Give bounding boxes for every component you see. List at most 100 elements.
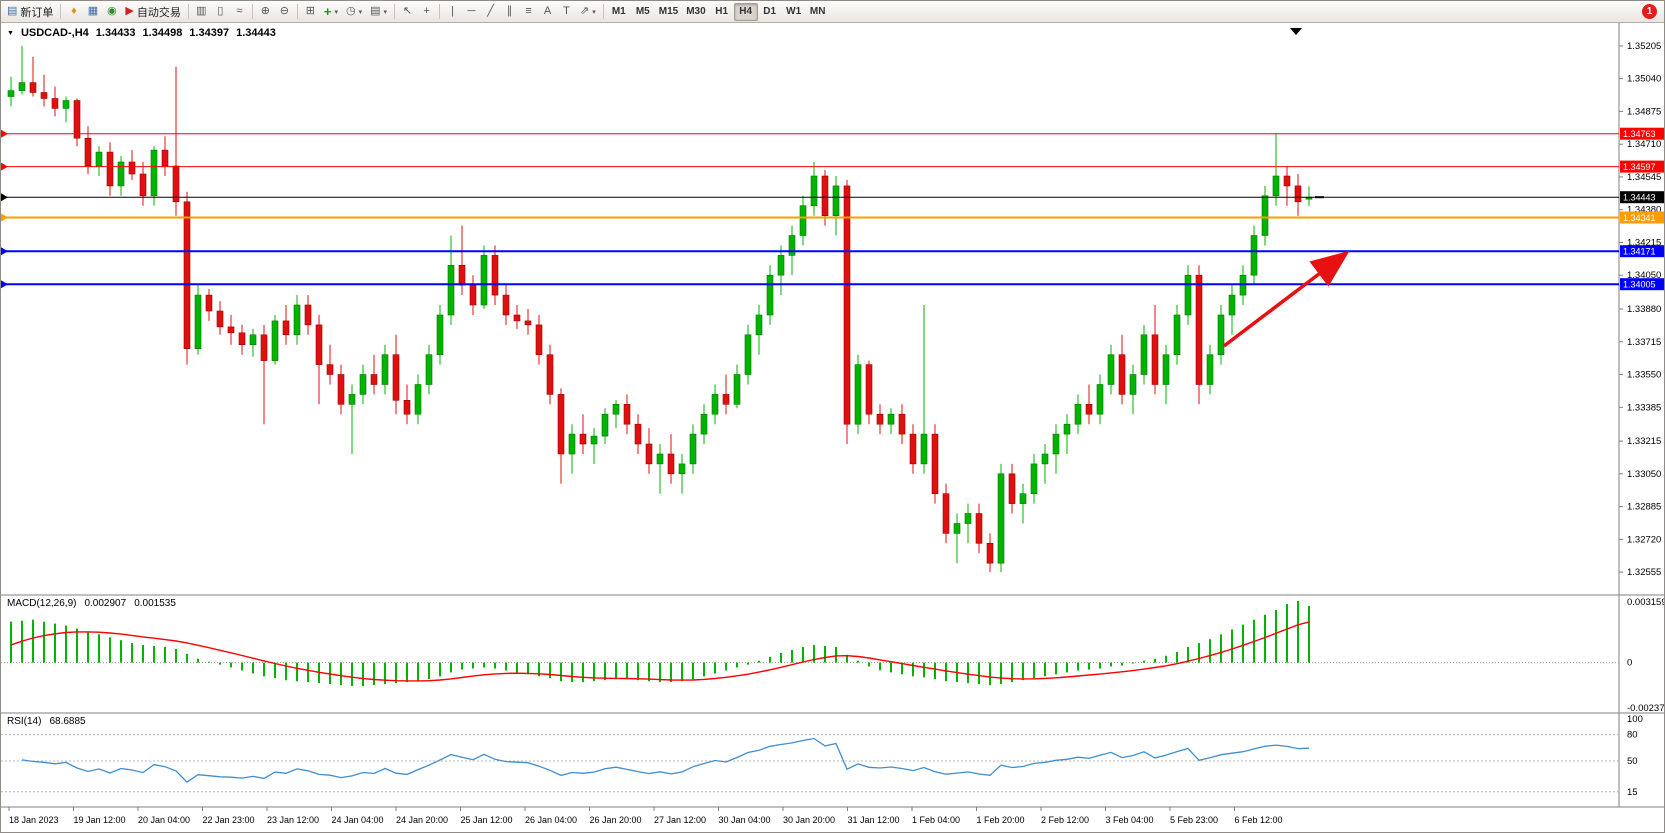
tile-windows-button[interactable]: ⊞ <box>301 2 320 21</box>
trend-arrow[interactable] <box>1222 250 1350 348</box>
svg-text:1.35040: 1.35040 <box>1627 74 1661 85</box>
time-axis[interactable]: 18 Jan 2023 19 Jan 12:00 20 Jan 04:00 22 Ja… <box>1 808 1619 832</box>
zoom-in-icon: ⊕ <box>260 5 270 17</box>
channel-button[interactable]: ∥ <box>500 2 519 21</box>
timeframe-mn-button[interactable]: MN <box>806 3 830 21</box>
time-label: 18 Jan 2023 <box>9 815 59 825</box>
macd-label: MACD(12,26,9) 0.002907 0.001535 <box>7 598 176 609</box>
time-label: 26 Jan 04:00 <box>525 815 578 825</box>
template-icon: ▤ <box>370 5 381 17</box>
price-tag <box>1620 191 1664 204</box>
timeframe-m5-button[interactable]: M5 <box>631 3 655 21</box>
cursor-button[interactable]: ↖ <box>398 2 417 21</box>
chart-shift-marker[interactable] <box>1290 28 1302 35</box>
templates-button[interactable]: ▤ ▾ <box>366 2 391 21</box>
rsi-label: RSI(14) 68.6885 <box>7 716 86 727</box>
svg-text:-0.002377: -0.002377 <box>1627 703 1665 714</box>
bar-chart-icon: ▥ <box>196 5 207 17</box>
svg-text:1.34005: 1.34005 <box>1623 280 1656 290</box>
horn-icon: ♦ <box>71 5 77 17</box>
svg-text:1.33715: 1.33715 <box>1627 337 1661 348</box>
time-label: 19 Jan 12:00 <box>73 815 126 825</box>
zoom-out-button[interactable]: ⊖ <box>275 2 294 21</box>
candlestick-icon: ▯ <box>217 5 224 17</box>
zoom-out-icon: ⊖ <box>279 5 289 17</box>
new-order-icon: ▤ <box>7 5 18 17</box>
label-tool-button[interactable]: T <box>557 2 576 21</box>
periods-button[interactable]: ◷ ▾ <box>342 2 366 21</box>
signals-button[interactable]: ◉ <box>102 2 121 21</box>
ohlc-close: 1.34443 <box>236 27 276 39</box>
candlestick-button[interactable]: ▯ <box>211 2 230 21</box>
toolbar-separator <box>439 4 441 19</box>
autotrading-button[interactable]: ▶ 自动交易 <box>121 2 184 21</box>
price-tag <box>1620 127 1664 140</box>
svg-text:1.33215: 1.33215 <box>1627 436 1661 447</box>
svg-text:100: 100 <box>1627 714 1643 725</box>
indicators-button[interactable]: + ▾ <box>320 2 342 21</box>
svg-text:1.34545: 1.34545 <box>1627 172 1661 183</box>
timeframe-w1-button[interactable]: W1 <box>782 3 806 21</box>
macd-signal-line <box>10 621 1310 682</box>
zoom-in-button[interactable]: ⊕ <box>256 2 275 21</box>
rsi-value: 68.6885 <box>49 716 86 727</box>
chevron-down-icon: ▾ <box>592 8 596 16</box>
notification-badge[interactable]: 1 <box>1642 4 1657 19</box>
macd-signal-value: 0.001535 <box>134 598 176 609</box>
vertical-line-button[interactable]: | <box>443 2 462 21</box>
svg-text:50: 50 <box>1627 756 1638 767</box>
fibonacci-button[interactable]: ≡ <box>519 2 538 21</box>
tile-windows-icon: ⊞ <box>305 5 315 17</box>
chart-title: ▼ USDCAD-,H4 1.34433 1.34498 1.34397 1.3… <box>7 27 276 39</box>
svg-text:1.34380: 1.34380 <box>1627 205 1661 216</box>
timeframe-h4-button[interactable]: H4 <box>733 2 758 21</box>
fibonacci-icon: ≡ <box>525 5 532 17</box>
timeframe-m30-button[interactable]: M30 <box>682 3 709 21</box>
timeframe-m15-button[interactable]: M15 <box>655 3 682 21</box>
svg-text:15: 15 <box>1627 787 1638 798</box>
time-label: 22 Jan 23:00 <box>202 815 255 825</box>
line-chart-button[interactable]: ≈ <box>230 2 249 21</box>
new-order-button[interactable]: ▤ 新订单 <box>3 2 57 21</box>
cursor-icon: ↖ <box>402 5 413 17</box>
alerts-button[interactable]: ♦ <box>64 2 83 21</box>
time-label: 5 Feb 23:00 <box>1170 815 1219 825</box>
time-label: 1 Feb 04:00 <box>912 815 961 825</box>
svg-text:1.34341: 1.34341 <box>1623 213 1656 223</box>
svg-text:0.003159: 0.003159 <box>1627 597 1665 608</box>
indicators-plus-icon: + <box>323 4 332 19</box>
text-tool-icon: A <box>543 5 552 17</box>
market-watch-button[interactable]: ▦ <box>83 2 102 21</box>
ohlc-low: 1.34397 <box>189 27 230 39</box>
bar-chart-button[interactable]: ▥ <box>192 2 211 21</box>
panel-separators[interactable] <box>1 23 1665 808</box>
time-label: 30 Jan 20:00 <box>783 815 836 825</box>
svg-text:1.33385: 1.33385 <box>1627 402 1661 413</box>
text-tool-button[interactable]: A <box>538 2 557 21</box>
svg-text:1.33550: 1.33550 <box>1627 370 1661 381</box>
svg-text:1.34597: 1.34597 <box>1623 162 1656 172</box>
arrow-shape-icon: ⇗ <box>580 5 590 17</box>
crosshair-button[interactable]: + <box>417 2 436 21</box>
clock-icon: ◷ <box>345 5 356 17</box>
svg-text:1.34215: 1.34215 <box>1627 238 1661 249</box>
svg-text:1.34710: 1.34710 <box>1627 139 1661 150</box>
shapes-button[interactable]: ⇗ ▾ <box>576 2 600 21</box>
autotrading-icon: ▶ <box>125 5 134 17</box>
time-label: 25 Jan 12:00 <box>460 815 513 825</box>
one-click-trading-toggle[interactable]: ▼ <box>7 29 14 37</box>
svg-text:1.34443: 1.34443 <box>1623 193 1656 203</box>
trendline-button[interactable]: ╱ <box>481 2 500 21</box>
timeframe-m1-button[interactable]: M1 <box>607 3 631 21</box>
horizontal-line-button[interactable]: ─ <box>462 2 481 21</box>
time-label: 20 Jan 04:00 <box>138 815 191 825</box>
toolbar-separator <box>296 4 298 19</box>
timeframe-h1-button[interactable]: H1 <box>710 3 734 21</box>
price-tag <box>1620 245 1664 258</box>
line-left-marker <box>1 193 8 202</box>
channel-icon: ∥ <box>506 5 513 17</box>
market-watch-icon: ▦ <box>87 5 99 17</box>
price-axis[interactable]: 1.35205 1.35040 1.34875 1.34710 1.34545 1.343… <box>1619 41 1661 578</box>
timeframe-d1-button[interactable]: D1 <box>758 3 782 21</box>
